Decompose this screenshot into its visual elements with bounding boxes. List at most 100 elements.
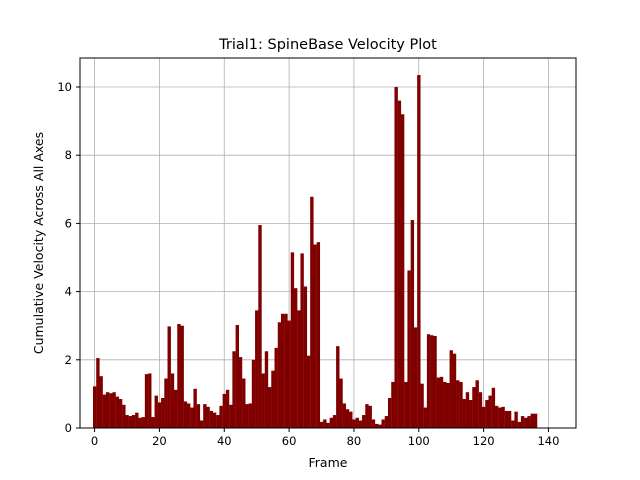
bar-frame-131 xyxy=(517,421,522,428)
bar-frame-23 xyxy=(167,326,171,428)
bar-frame-69 xyxy=(316,242,321,428)
bar-frame-0 xyxy=(92,386,97,428)
bar-frame-117 xyxy=(472,387,476,428)
bar-frame-61 xyxy=(290,252,295,428)
bar-frame-28 xyxy=(183,401,188,428)
bar-frame-120 xyxy=(481,406,486,428)
bar-frame-87 xyxy=(375,423,379,428)
bar-frame-21 xyxy=(161,397,165,428)
bar-frame-43 xyxy=(232,351,236,428)
bar-frame-123 xyxy=(491,387,496,428)
x-tick-label-4: 80 xyxy=(347,434,362,448)
bar-frame-116 xyxy=(469,400,473,428)
bar-frame-111 xyxy=(452,353,457,428)
bar-frame-53 xyxy=(264,351,269,428)
bar-frame-36 xyxy=(209,410,214,428)
bar-frame-50 xyxy=(255,310,259,428)
bar-frame-17 xyxy=(148,373,152,428)
plot-frame xyxy=(79,57,577,429)
bar-frame-63 xyxy=(297,310,301,428)
bar-frame-11 xyxy=(128,416,133,428)
bar-frame-47 xyxy=(245,404,249,428)
x-axis-ticks: 0 20 40 60 80 100 120 140 xyxy=(91,428,559,448)
y-tick-label-3: 6 xyxy=(65,216,72,230)
bar-frame-52 xyxy=(261,373,265,428)
bar-frame-24 xyxy=(170,373,175,428)
bar-frame-45 xyxy=(238,357,243,428)
bar-frame-16 xyxy=(144,374,149,428)
bar-frame-112 xyxy=(456,380,460,428)
bar-frame-114 xyxy=(462,399,466,428)
bar-frame-14 xyxy=(138,417,142,428)
bar-frame-130 xyxy=(514,411,518,428)
bar-frame-94 xyxy=(397,100,402,428)
bar-frame-126 xyxy=(501,406,505,428)
bar-frame-64 xyxy=(300,253,304,428)
bar-frame-18 xyxy=(151,417,155,428)
bar-frame-129 xyxy=(511,420,515,428)
bar-frame-70 xyxy=(319,421,324,428)
bar-frame-7 xyxy=(115,396,120,428)
y-tick-label-1: 2 xyxy=(65,353,72,367)
bar-frame-15 xyxy=(141,417,145,428)
bar-frame-4 xyxy=(105,392,110,428)
bar-frame-22 xyxy=(164,378,168,428)
bar-frame-79 xyxy=(349,411,353,428)
plot-area xyxy=(80,58,576,428)
bar-frame-6 xyxy=(112,392,116,428)
bar-frame-37 xyxy=(212,412,217,428)
x-tick-label-5: 100 xyxy=(408,434,430,448)
bar-frame-103 xyxy=(426,334,431,428)
bar-frame-124 xyxy=(494,405,499,428)
bar-frame-91 xyxy=(387,397,392,428)
bar-frame-51 xyxy=(258,225,262,428)
bar-frame-71 xyxy=(323,419,327,428)
bar-frame-60 xyxy=(287,320,291,428)
bar-frame-90 xyxy=(384,416,389,428)
bar-frame-59 xyxy=(284,313,288,428)
bar-frame-39 xyxy=(219,405,223,428)
bar-frame-135 xyxy=(530,413,534,428)
bar-frame-40 xyxy=(222,393,227,428)
bar-frame-20 xyxy=(157,402,162,428)
x-axis-label: Frame xyxy=(309,455,348,470)
bar-frame-84 xyxy=(365,404,369,428)
bar-frame-2 xyxy=(99,376,103,428)
bar-frame-9 xyxy=(122,404,126,428)
chart-title: Trial1: SpineBase Velocity Plot xyxy=(218,37,437,53)
bar-frame-122 xyxy=(488,395,492,428)
y-axis-ticks: 0 2 4 6 8 10 xyxy=(57,80,80,435)
y-tick-label-0: 0 xyxy=(65,421,72,435)
bar-frame-12 xyxy=(131,415,136,428)
bar-frame-107 xyxy=(439,376,444,428)
bar-frame-109 xyxy=(446,382,450,428)
y-tick-label-5: 10 xyxy=(57,80,72,94)
bar-frame-66 xyxy=(306,355,311,428)
bar-frame-136 xyxy=(533,413,538,428)
bar-frame-5 xyxy=(109,393,113,428)
bar-frame-133 xyxy=(524,417,528,428)
bar-frame-29 xyxy=(186,403,191,428)
bar-frame-46 xyxy=(242,378,246,428)
bar-frame-13 xyxy=(135,412,139,428)
bar-frame-68 xyxy=(313,244,317,428)
bar-series xyxy=(92,75,538,429)
bar-frame-82 xyxy=(358,420,363,428)
bar-frame-58 xyxy=(280,313,285,428)
bar-frame-56 xyxy=(274,347,278,428)
bar-frame-42 xyxy=(229,404,233,428)
bar-frame-85 xyxy=(368,405,372,428)
bar-frame-92 xyxy=(391,381,395,428)
y-tick-label-2: 4 xyxy=(65,285,72,299)
bar-frame-105 xyxy=(433,335,437,428)
bar-frame-93 xyxy=(394,86,398,429)
y-tick-label-4: 8 xyxy=(65,148,72,162)
bar-frame-38 xyxy=(216,415,220,428)
bar-frame-102 xyxy=(423,407,428,428)
bar-frame-80 xyxy=(352,419,356,428)
bar-frame-115 xyxy=(465,392,470,428)
x-tick-label-0: 0 xyxy=(91,434,98,448)
bar-frame-132 xyxy=(520,416,525,428)
bar-frame-127 xyxy=(504,410,509,428)
bar-frame-26 xyxy=(177,323,181,428)
